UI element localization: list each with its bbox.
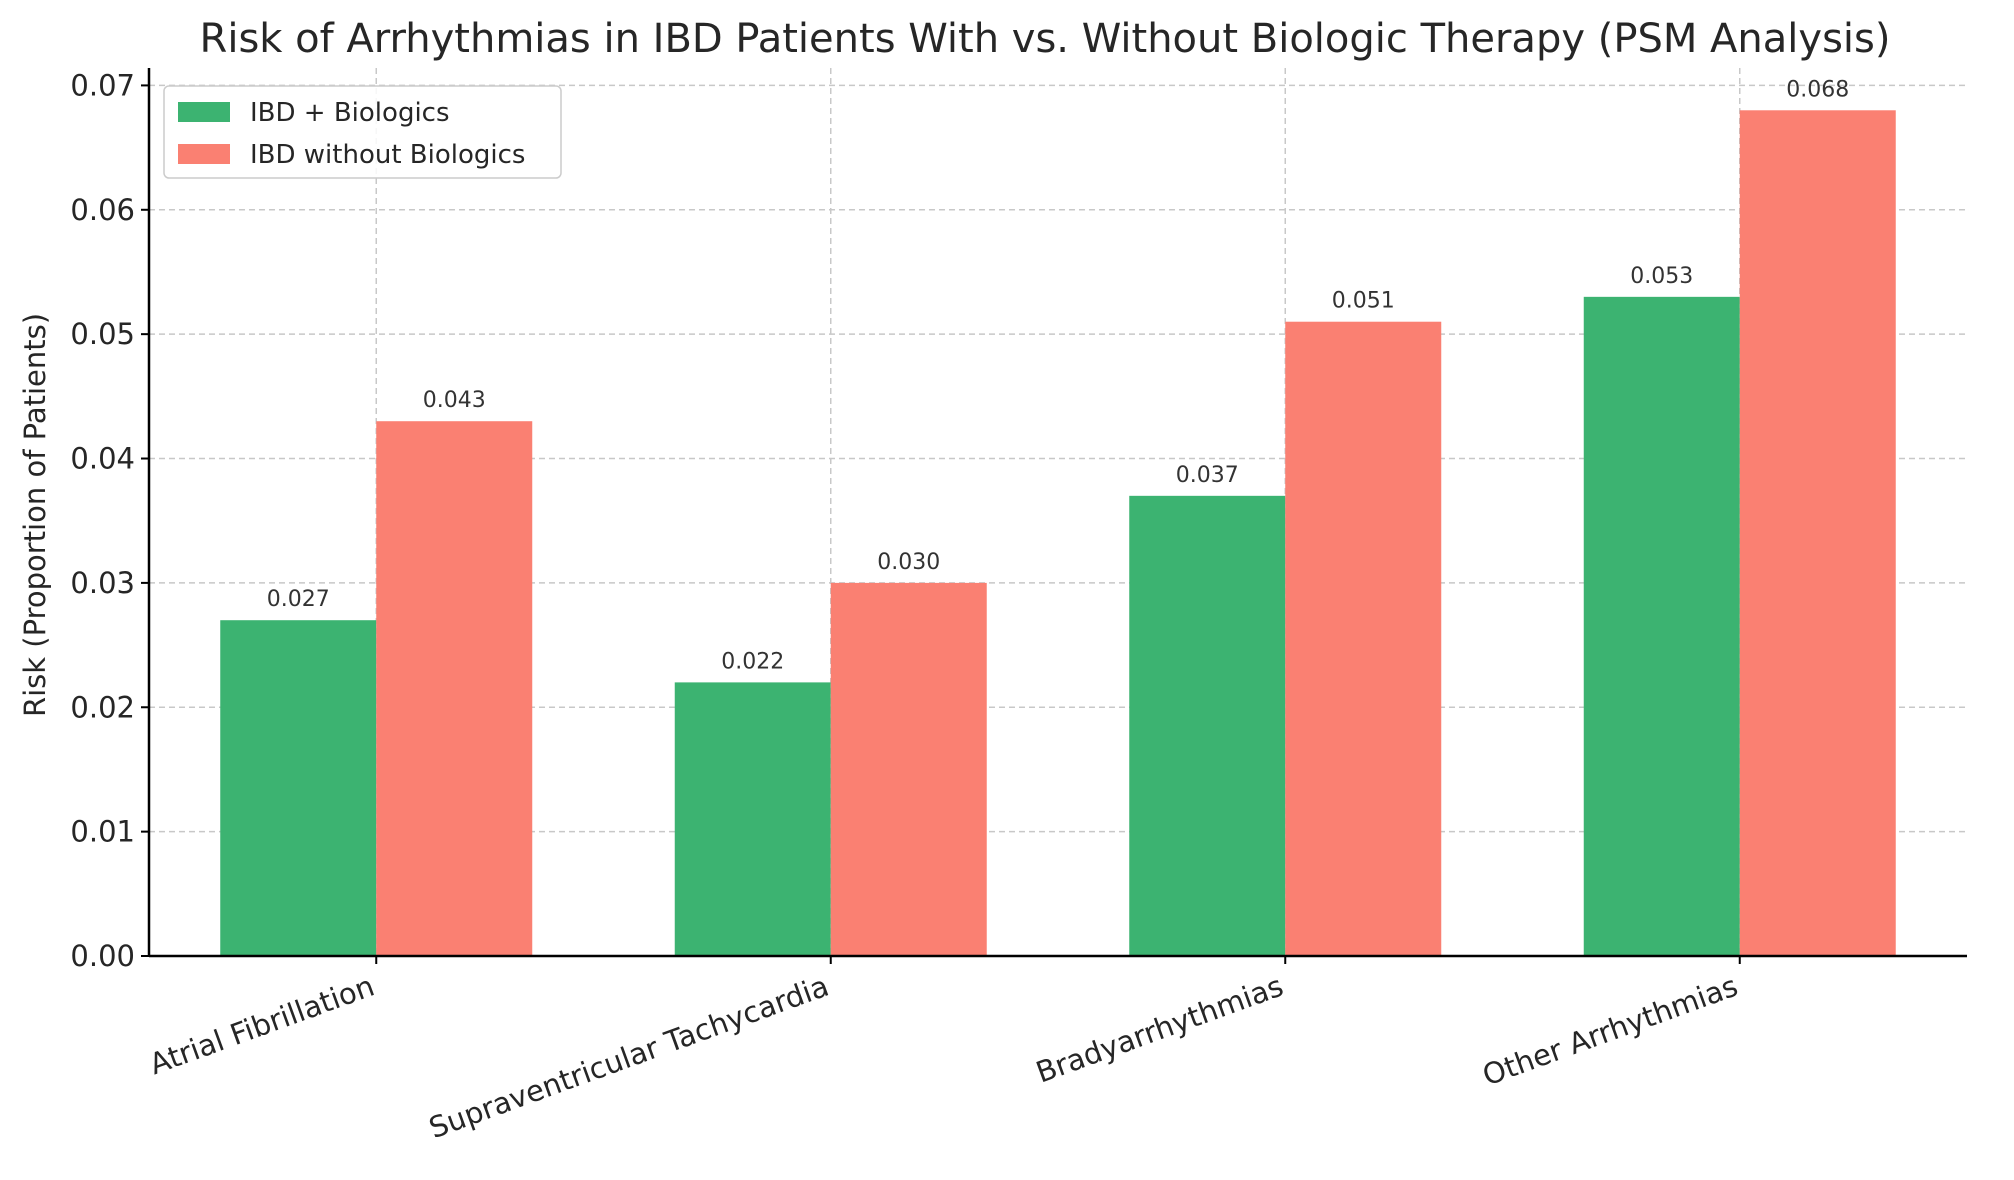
data-labels: 0.027 0.022 0.037 0.053 0.043 0.030 0.051 0.068 — [267, 77, 1849, 674]
y-tick-label: 0.07 — [70, 68, 135, 102]
bar-value-label: 0.068 — [1786, 77, 1849, 102]
legend-box — [163, 85, 562, 179]
legend: IBD + Biologics IBD without Biologics — [163, 85, 562, 179]
bar-value-label: 0.043 — [423, 388, 486, 413]
bars — [220, 110, 1896, 957]
legend-label: IBD without Biologics — [250, 140, 525, 170]
bar-with-biologics — [1583, 296, 1740, 956]
x-tick-label: Bradyarrhythmias — [1031, 969, 1287, 1090]
bar-with-biologics — [220, 620, 377, 956]
y-tick-label: 0.01 — [70, 815, 135, 849]
bar-without-biologics — [830, 582, 987, 956]
y-tick-label: 0.00 — [70, 939, 135, 973]
legend-label: IBD + Biologics — [250, 98, 450, 128]
legend-swatch — [178, 144, 230, 164]
bar-with-biologics — [674, 682, 831, 956]
bar-without-biologics — [1739, 110, 1896, 957]
bar-value-label: 0.022 — [721, 649, 784, 674]
bar-with-biologics — [1129, 495, 1286, 956]
y-tick-label: 0.03 — [70, 566, 135, 600]
bar-without-biologics — [376, 421, 533, 956]
y-axis-label: Risk (Proportion of Patients) — [18, 313, 52, 717]
y-tick-label: 0.06 — [70, 193, 135, 227]
y-tick-label: 0.02 — [70, 690, 135, 724]
bar-value-label: 0.030 — [877, 550, 940, 575]
chart-title: Risk of Arrhythmias in IBD Patients With… — [200, 16, 1891, 62]
x-tick-label: Supraventricular Tachycardia — [425, 969, 834, 1145]
y-tick-label: 0.04 — [70, 442, 135, 476]
legend-swatch — [178, 102, 230, 122]
x-tick-label: Other Arrhythmias — [1478, 969, 1742, 1093]
y-tick-label: 0.05 — [70, 317, 135, 351]
bar-value-label: 0.027 — [267, 587, 330, 612]
bar-value-label: 0.053 — [1630, 264, 1693, 289]
bar-value-label: 0.037 — [1176, 463, 1239, 488]
bar-value-label: 0.051 — [1332, 289, 1395, 314]
x-tick-label: Atrial Fibrillation — [145, 969, 379, 1082]
bar-without-biologics — [1285, 321, 1442, 956]
